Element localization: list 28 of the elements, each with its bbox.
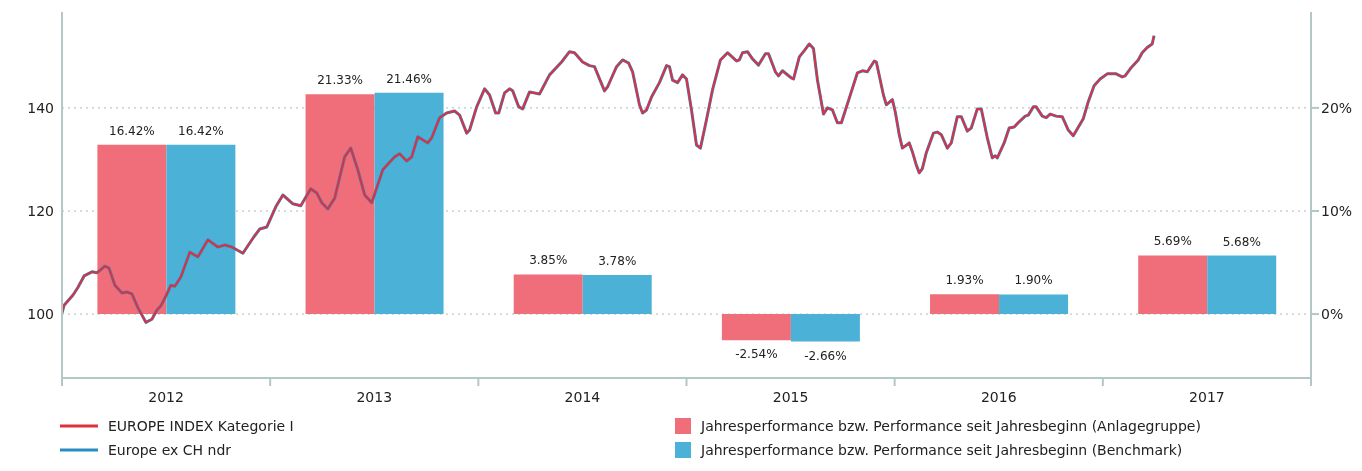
data-label: 16.42% [178,123,224,138]
x-tick-label: 2012 [148,389,184,405]
data-label: 1.90% [1014,273,1053,288]
data-label: -2.54% [735,347,778,362]
x-tick-label: 2016 [980,389,1017,405]
data-label: 21.33% [317,73,363,88]
data-label: 3.78% [598,254,637,269]
data-label: 16.42% [109,123,155,138]
data-label: 5.69% [1153,234,1192,249]
legend-label: Europe ex CH ndr [108,442,232,458]
y-tick-label: 140 [27,99,54,116]
data-label: 1.93% [945,273,984,288]
y-tick-label: 100 [27,306,54,323]
data-label: 21.46% [386,71,432,86]
legend-label: Jahresperformance bzw. Performance seit Jahresbeginn (Benchmark) [701,442,1183,458]
data-label: -2.66% [804,348,847,363]
data-label: 3.85% [529,253,568,268]
y2-tick-label: 10% [1321,202,1353,219]
data-label: 5.68% [1222,234,1261,249]
x-tick-label: 2015 [772,389,809,405]
x-tick-label: 2013 [356,389,393,405]
legend-label: EUROPE INDEX Kategorie I [108,418,294,434]
x-tick-label: 2017 [1189,389,1225,405]
legend-label: Jahresperformance bzw. Performance seit Jahresbeginn (Anlagegruppe) [701,418,1201,434]
y2-tick-label: 20% [1321,99,1353,116]
y-tick-label: 120 [27,202,54,219]
y2-tick-label: 0% [1321,306,1344,323]
x-tick-label: 2014 [564,389,601,405]
